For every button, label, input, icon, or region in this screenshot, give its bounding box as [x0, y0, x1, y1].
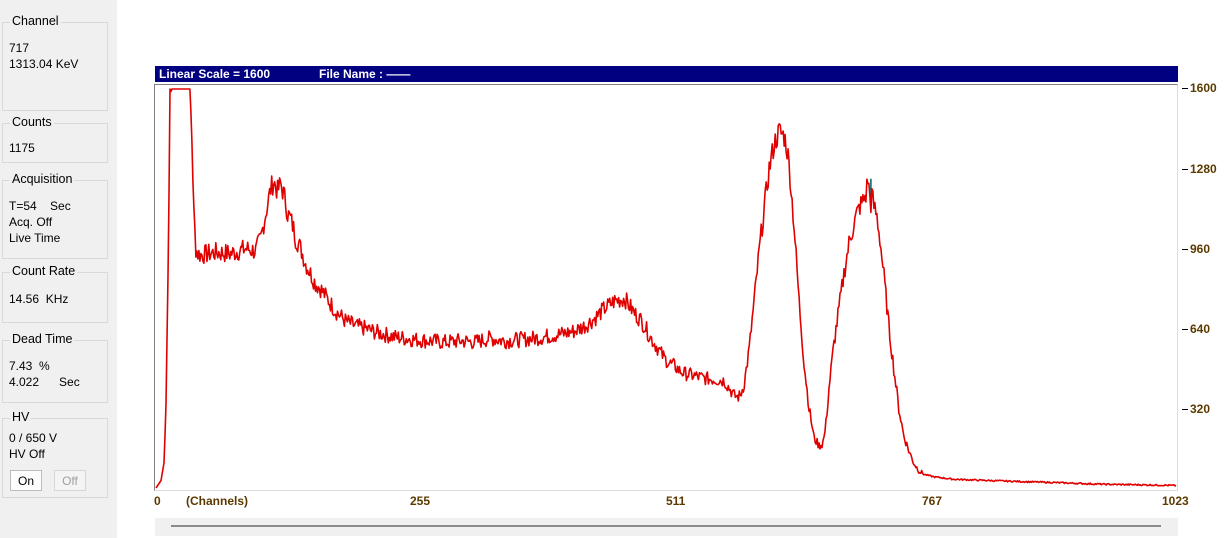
spectrum-svg — [155, 88, 1177, 489]
acquisition-mode: Live Time — [9, 231, 61, 245]
hv-title: HV — [10, 410, 32, 424]
hv-on-button[interactable]: On — [10, 470, 42, 491]
x-tick-label: 511 — [666, 494, 686, 508]
dead-time-seconds: 4.022 Sec — [9, 375, 80, 389]
y-tick-label: 960 — [1190, 242, 1211, 256]
y-tick-mark — [1182, 88, 1188, 89]
dead-time-title: Dead Time — [10, 332, 75, 346]
spectrum-series — [155, 88, 1177, 489]
channel-value: 717 — [9, 41, 30, 55]
acquisition-title: Acquisition — [10, 172, 75, 186]
y-tick-mark — [1182, 409, 1188, 410]
channel-energy: 1313.04 KeV — [9, 57, 79, 71]
y-tick-label: 640 — [1190, 322, 1211, 336]
status-sidebar: Channel 717 1313.04 KeV Counts 1175 Acqu… — [0, 0, 117, 538]
hv-status: HV Off — [9, 447, 45, 461]
channel-title: Channel — [10, 14, 61, 28]
acquisition-group: Acquisition T=54 Sec Acq. Off Live Time — [2, 172, 108, 259]
hv-value: 0 / 650 V — [9, 431, 58, 445]
channel-group: Channel 717 1313.04 KeV — [2, 14, 108, 111]
x-tick-label: 0 — [154, 494, 161, 508]
counts-title: Counts — [10, 115, 54, 129]
hv-off-button[interactable]: Off — [54, 470, 86, 491]
y-tick-label: 1600 — [1190, 81, 1217, 95]
y-tick-mark — [1182, 249, 1188, 250]
spectrum-plot[interactable] — [154, 84, 1178, 491]
acquisition-time: T=54 Sec — [9, 199, 71, 213]
count-rate-group: Count Rate 14.56 KHz — [2, 264, 108, 323]
y-tick-label: 320 — [1190, 402, 1211, 416]
count-rate-value: 14.56 KHz — [9, 292, 69, 306]
hv-group: HV 0 / 650 V HV Off — [2, 410, 108, 498]
x-tick-label: 255 — [410, 494, 431, 508]
dead-time-percent: 7.43 % — [9, 359, 50, 373]
dead-time-group: Dead Time 7.43 % 4.022 Sec — [2, 332, 108, 403]
plot-header-bar: Linear Scale = 1600 File Name : —— — [155, 66, 1178, 82]
y-tick-mark — [1182, 329, 1188, 330]
x-tick-label: 1023 — [1162, 494, 1189, 508]
count-rate-title: Count Rate — [10, 264, 78, 278]
horizontal-scrollbar[interactable] — [155, 518, 1178, 536]
acquisition-status: Acq. Off — [9, 215, 53, 229]
scrollbar-thumb[interactable] — [171, 525, 1161, 527]
file-name-label: File Name : —— — [319, 67, 411, 81]
counts-group: Counts 1175 — [2, 115, 108, 163]
scale-label: Linear Scale = 1600 — [159, 67, 271, 81]
x-axis-title: (Channels) — [186, 494, 249, 508]
counts-value: 1175 — [9, 141, 35, 155]
y-tick-mark — [1182, 169, 1188, 170]
x-tick-label: 767 — [922, 494, 943, 508]
y-tick-label: 1280 — [1190, 162, 1217, 176]
